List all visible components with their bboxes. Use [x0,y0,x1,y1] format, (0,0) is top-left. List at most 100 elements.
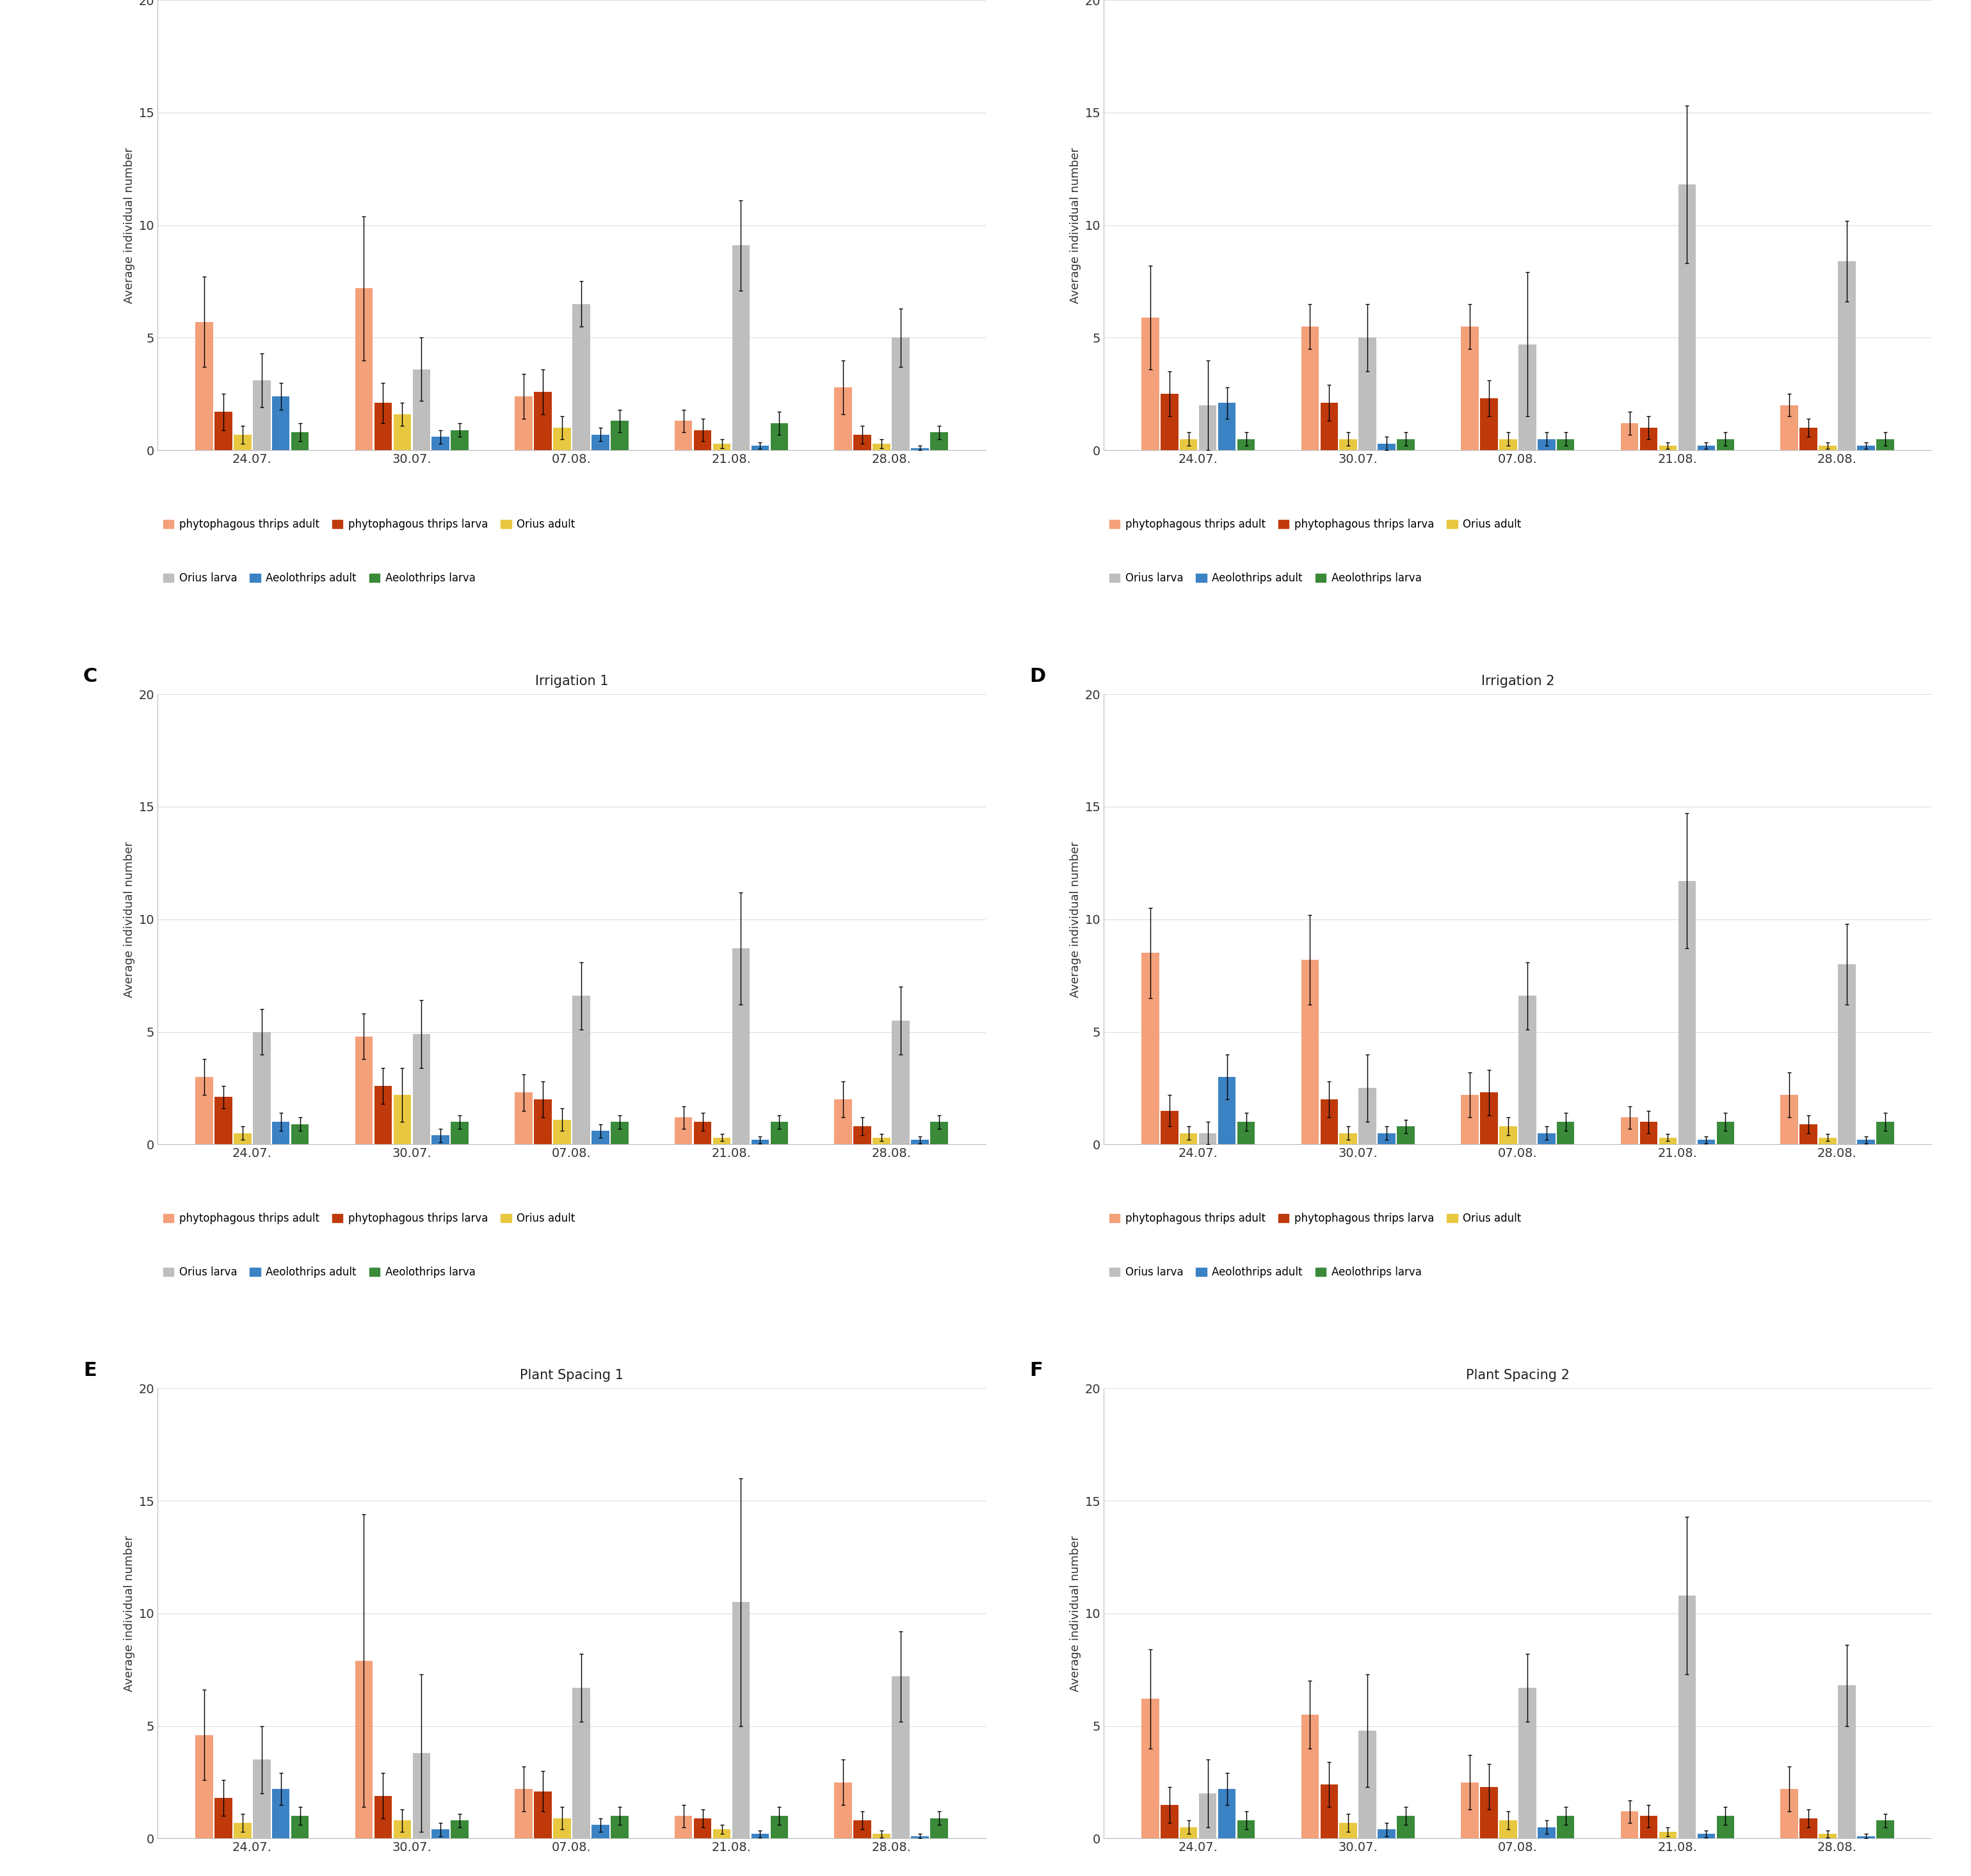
Bar [412,1752,430,1838]
Bar [1717,1122,1734,1144]
Bar [1397,1816,1415,1838]
Bar [1161,1805,1179,1838]
Bar [451,430,469,450]
Bar [1819,446,1837,450]
Bar [1218,1790,1236,1838]
Bar [873,1835,891,1838]
Bar [1876,439,1894,450]
Bar [1181,1133,1196,1144]
Bar [771,1816,788,1838]
Bar [554,1818,572,1838]
Bar [1697,1835,1715,1838]
Bar [355,1660,373,1838]
Bar [1321,403,1338,450]
Bar [674,1816,692,1838]
Bar [432,1135,449,1144]
Bar [1557,439,1575,450]
Bar [873,443,891,450]
Bar [611,1816,629,1838]
Bar [1819,1835,1837,1838]
Bar [1557,1122,1575,1144]
Bar [930,1122,948,1144]
Y-axis label: Average individual number: Average individual number [124,146,136,304]
Bar [1697,1141,1715,1144]
Bar [451,1122,469,1144]
Bar [1537,1133,1555,1144]
Bar [1839,964,1855,1144]
Bar [930,431,948,450]
Bar [1518,345,1535,450]
Bar [272,396,290,450]
Text: E: E [83,1362,97,1379]
Bar [1717,439,1734,450]
Bar [514,396,532,450]
Bar [1378,443,1395,450]
Bar [1640,1122,1658,1144]
Bar [1839,261,1855,450]
Y-axis label: Average individual number: Average individual number [124,840,136,998]
Bar [1876,1122,1894,1144]
Bar [1238,1820,1256,1838]
Bar [731,246,749,450]
Bar [1358,338,1376,450]
Bar [853,1126,871,1144]
Bar [1537,1827,1555,1838]
Bar [1480,1786,1498,1838]
Bar [873,1137,891,1144]
Bar [1198,405,1216,450]
Bar [911,1141,928,1144]
Bar [674,420,692,450]
Bar [1819,1137,1837,1144]
Text: C: C [83,668,97,685]
Bar [1518,996,1535,1144]
Bar [1857,1837,1874,1838]
Bar [911,448,928,450]
Bar [412,1034,430,1144]
Bar [374,1086,392,1144]
Bar [1620,1812,1638,1838]
Bar [1358,1730,1376,1838]
Bar [1717,1816,1734,1838]
Legend: Orius larva, Aeolothrips adult, Aeolothrips larva: Orius larva, Aeolothrips adult, Aeolothr… [1110,1266,1421,1278]
Bar [272,1122,290,1144]
Bar [1780,1096,1798,1144]
Bar [1500,439,1518,450]
Bar [1620,1118,1638,1144]
Bar [1161,394,1179,450]
Bar [1660,1137,1677,1144]
Bar [235,1823,250,1838]
Bar [694,430,712,450]
Bar [714,443,731,450]
Bar [611,420,629,450]
Bar [771,1122,788,1144]
Bar [1321,1784,1338,1838]
Bar [1876,1820,1894,1838]
Bar [1518,1688,1535,1838]
Bar [374,403,392,450]
Bar [195,1077,213,1144]
Bar [591,435,609,450]
Bar [292,1124,309,1144]
Bar [1461,1096,1478,1144]
Bar [215,1797,233,1838]
Bar [1500,1820,1518,1838]
Bar [514,1790,532,1838]
Bar [534,392,552,450]
Bar [1839,1685,1855,1838]
Bar [1780,1790,1798,1838]
Bar [591,1825,609,1838]
Bar [1480,398,1498,450]
Bar [1321,1099,1338,1144]
Bar [1301,961,1319,1144]
Bar [1697,446,1715,450]
Bar [1218,1077,1236,1144]
Text: F: F [1029,1362,1043,1379]
Bar [674,1118,692,1144]
Bar [252,1032,270,1144]
Bar [432,1829,449,1838]
Bar [235,1133,250,1144]
Bar [751,446,769,450]
Y-axis label: Average individual number: Average individual number [1070,1535,1082,1692]
Bar [731,1602,749,1838]
Y-axis label: Average individual number: Average individual number [124,1535,136,1692]
